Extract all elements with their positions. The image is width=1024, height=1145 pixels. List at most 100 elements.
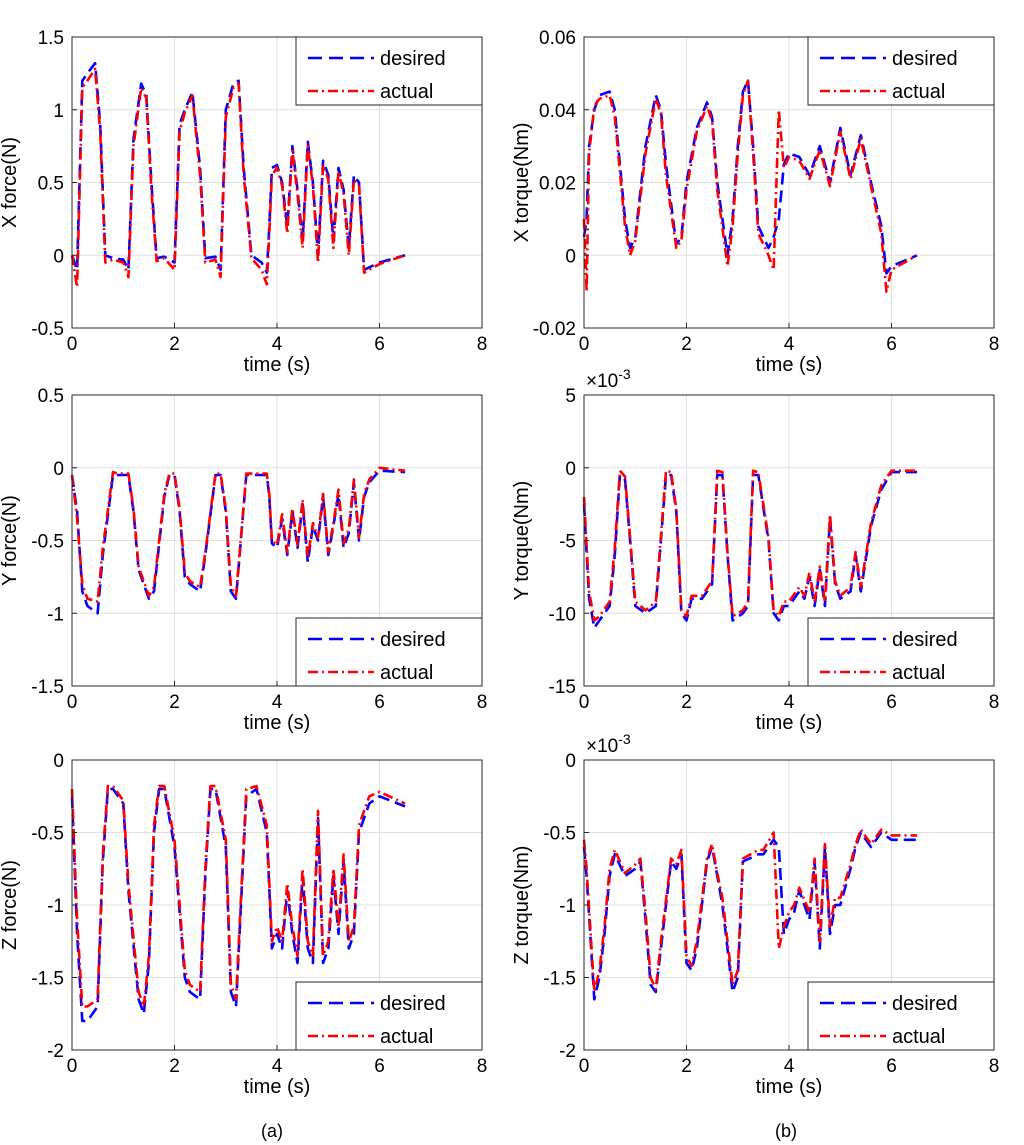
y-torque-ytick-label: 5 xyxy=(565,386,576,407)
z-torque-legend-box xyxy=(807,981,995,1051)
z-torque-legend-label-actual: actual xyxy=(892,1026,945,1048)
caption-b: (b) xyxy=(775,1121,797,1141)
z-force-legend-box xyxy=(295,981,483,1051)
x-force-xtick-label: 6 xyxy=(374,334,385,355)
y-torque-xlabel: time (s) xyxy=(756,712,823,734)
x-force-legend-box xyxy=(295,36,483,106)
z-torque-ytick-label: -1.5 xyxy=(543,969,576,990)
x-force-xtick-label: 8 xyxy=(477,334,488,355)
y-torque-ytick-label: -10 xyxy=(549,604,576,625)
y-torque-legend-label-desired: desired xyxy=(892,629,958,651)
z-force-legend-label-desired: desired xyxy=(380,993,446,1015)
x-torque-legend-label-desired: desired xyxy=(892,48,958,70)
z-force-xtick-label: 2 xyxy=(169,1056,180,1077)
y-torque-xtick-label: 6 xyxy=(886,692,897,713)
x-force-ytick-label: 1 xyxy=(53,101,64,122)
y-torque-exponent: ×10-3 xyxy=(586,366,631,392)
z-torque-ylabel: Z torque(Nm) xyxy=(511,846,533,965)
x-torque-ytick-label: 0.06 xyxy=(539,28,576,49)
x-torque-series-actual xyxy=(582,79,918,293)
y-torque-legend: desired actual xyxy=(807,617,995,687)
x-force-series-desired xyxy=(70,61,406,275)
y-torque-ytick-label: -15 xyxy=(549,677,576,698)
y-torque-xtick-label: 8 xyxy=(989,692,1000,713)
z-force-ytick-label: -2 xyxy=(47,1041,64,1062)
x-torque-legend-box xyxy=(807,36,995,106)
y-force-ytick-label: -0.5 xyxy=(31,532,64,553)
x-force-xtick-label: 2 xyxy=(169,334,180,355)
x-torque-legend-label-actual: actual xyxy=(892,81,945,103)
z-force-ylabel: Z force(N) xyxy=(0,860,21,950)
y-force-xtick-label: 6 xyxy=(374,692,385,713)
z-torque-ytick-label: -1 xyxy=(559,896,576,917)
x-torque-xtick-label: 6 xyxy=(886,334,897,355)
z-force-xtick-label: 4 xyxy=(272,1056,283,1077)
y-force-ytick-label: 0 xyxy=(53,459,64,480)
y-torque-legend-box xyxy=(807,617,995,687)
x-torque-xtick-label: 2 xyxy=(681,334,692,355)
x-torque-legend: desired actual xyxy=(807,36,995,106)
x-force-ytick-label: 0 xyxy=(53,246,64,267)
y-force-legend-label-actual: actual xyxy=(380,662,433,684)
y-force-legend: desired actual xyxy=(295,617,483,687)
z-force-xtick-label: 0 xyxy=(67,1056,78,1077)
x-torque-ytick-label: -0.02 xyxy=(533,319,576,340)
y-force-xtick-label: 0 xyxy=(67,692,78,713)
z-force-xtick-label: 8 xyxy=(477,1056,488,1077)
x-torque-xtick-label: 4 xyxy=(784,334,795,355)
x-force-ytick-label: 1.5 xyxy=(38,28,64,49)
x-torque-xtick-label: 0 xyxy=(579,334,590,355)
x-force-xtick-label: 4 xyxy=(272,334,283,355)
x-torque-ytick-label: 0.02 xyxy=(539,174,576,195)
z-force-panel: 0 2 4 6 8 -2 -1.5 -1 -0.5 0 time (s) Z force(N) desi… xyxy=(0,751,487,1098)
z-torque-xtick-label: 2 xyxy=(681,1056,692,1077)
x-force-series-actual xyxy=(70,67,406,289)
z-force-xlabel: time (s) xyxy=(244,1076,311,1098)
x-force-ytick-label: 0.5 xyxy=(38,174,64,195)
z-torque-xlabel: time (s) xyxy=(756,1076,823,1098)
y-force-ytick-label: -1.5 xyxy=(31,677,64,698)
y-force-xtick-label: 8 xyxy=(477,692,488,713)
x-torque-ylabel: X torque(Nm) xyxy=(511,122,533,242)
z-torque-series-actual xyxy=(582,828,918,994)
z-torque-panel: 0 2 4 6 8 -2 -1.5 -1 -0.5 0 time (s) Z torque(Nm) ×1… xyxy=(511,731,999,1098)
y-force-panel: 0 2 4 6 8 -1.5 -1 -0.5 0 0.5 time (s) Y force(N) des… xyxy=(0,386,487,734)
y-force-legend-box xyxy=(295,617,483,687)
y-torque-ylabel: Y torque(Nm) xyxy=(511,481,533,601)
y-force-xtick-label: 4 xyxy=(272,692,283,713)
y-force-legend-label-desired: desired xyxy=(380,629,446,651)
z-torque-legend-label-desired: desired xyxy=(892,993,958,1015)
z-torque-ytick-label: -2 xyxy=(559,1041,576,1062)
y-torque-panel: 0 2 4 6 8 -15 -10 -5 0 5 time (s) Y torque(Nm) ×10-3… xyxy=(511,366,999,734)
z-force-ytick-label: -1 xyxy=(47,896,64,917)
y-force-series-desired xyxy=(70,469,406,615)
z-torque-xtick-label: 0 xyxy=(579,1056,590,1077)
z-force-series-desired xyxy=(70,787,406,1023)
y-torque-xtick-label: 0 xyxy=(579,692,590,713)
y-torque-xtick-label: 4 xyxy=(784,692,795,713)
z-torque-xtick-label: 4 xyxy=(784,1056,795,1077)
y-force-ytick-label: -1 xyxy=(47,604,64,625)
z-torque-xtick-label: 6 xyxy=(886,1056,897,1077)
y-force-ytick-label: 0.5 xyxy=(38,386,64,407)
y-torque-ytick-label: 0 xyxy=(565,459,576,480)
z-force-ytick-label: 0 xyxy=(53,751,64,772)
x-force-xtick-label: 0 xyxy=(67,334,78,355)
z-force-xtick-label: 6 xyxy=(374,1056,385,1077)
y-torque-ytick-label: -5 xyxy=(559,532,576,553)
y-torque-series-actual xyxy=(582,469,918,622)
z-torque-ytick-label: -0.5 xyxy=(543,824,576,845)
x-force-ylabel: X force(N) xyxy=(0,137,21,228)
x-torque-xlabel: time (s) xyxy=(756,354,823,376)
z-force-ytick-label: -0.5 xyxy=(31,824,64,845)
x-force-ytick-label: -0.5 xyxy=(31,319,64,340)
x-force-legend-label-desired: desired xyxy=(380,48,446,70)
z-torque-ytick-label: 0 xyxy=(565,751,576,772)
x-force-xlabel: time (s) xyxy=(244,354,311,376)
y-force-xlabel: time (s) xyxy=(244,712,311,734)
z-force-series-actual xyxy=(70,784,406,1008)
